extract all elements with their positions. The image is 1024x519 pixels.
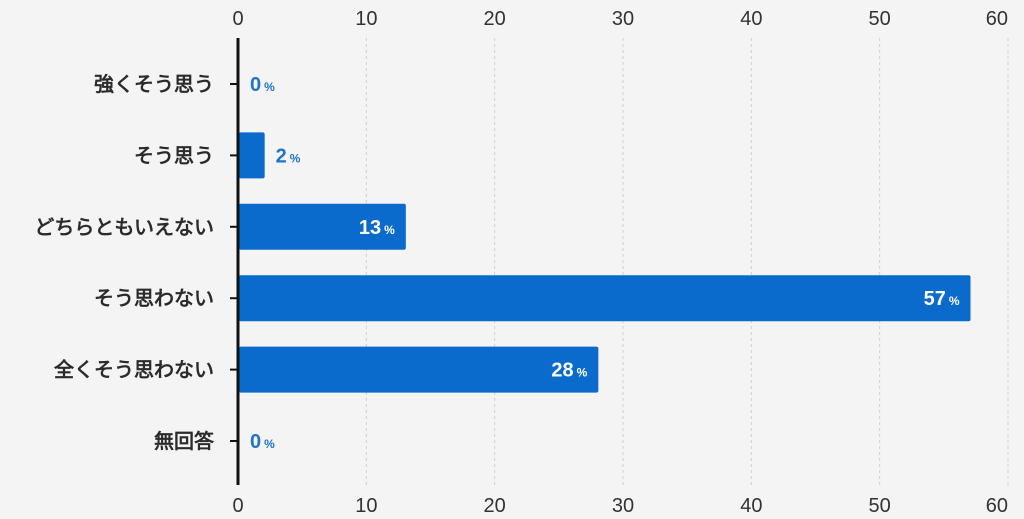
category-label: 全くそう思わない: [53, 358, 214, 382]
category-label: 無回答: [154, 429, 215, 453]
bar: [239, 275, 971, 322]
value-labels: 0 % 2 % 13 % 57 % 28 % 0%: [250, 74, 960, 453]
bars: [239, 132, 971, 393]
x-tick-label: 20: [484, 8, 506, 30]
category-label: そう思う: [134, 143, 214, 167]
category-label: そう思わない: [94, 286, 214, 310]
value-label: 0%: [250, 74, 275, 96]
x-axis-ticks-top: 0 10 20 30 40 50 60: [232, 8, 1008, 30]
x-tick-label: 20: [484, 495, 506, 517]
value-label: 28%: [551, 360, 587, 382]
x-tick-label: 40: [740, 495, 762, 517]
x-tick-label: 10: [355, 8, 377, 30]
x-tick-label: 30: [612, 8, 634, 30]
x-tick-label: 0: [232, 8, 243, 30]
bar: [239, 346, 599, 393]
category-label: どちらともいえない: [34, 215, 214, 239]
x-axis-ticks-bottom: 0 10 20 30 40 50 60: [232, 495, 1008, 517]
bar: [239, 203, 406, 250]
x-tick-label: 60: [986, 8, 1008, 30]
value-label: 0%: [250, 431, 275, 453]
value-label: 57%: [924, 288, 960, 310]
x-tick-label: 30: [612, 495, 634, 517]
value-label: 13%: [359, 217, 395, 239]
x-tick-label: 0: [232, 495, 243, 517]
x-tick-label: 50: [869, 495, 891, 517]
category-label: 強くそう思う: [94, 72, 214, 96]
value-label: 2%: [276, 145, 301, 167]
x-tick-label: 40: [740, 8, 762, 30]
x-tick-label: 10: [355, 495, 377, 517]
grid-lines: [365, 38, 1009, 485]
bar: [239, 132, 265, 179]
x-tick-label: 50: [869, 8, 891, 30]
x-tick-label: 60: [986, 495, 1008, 517]
